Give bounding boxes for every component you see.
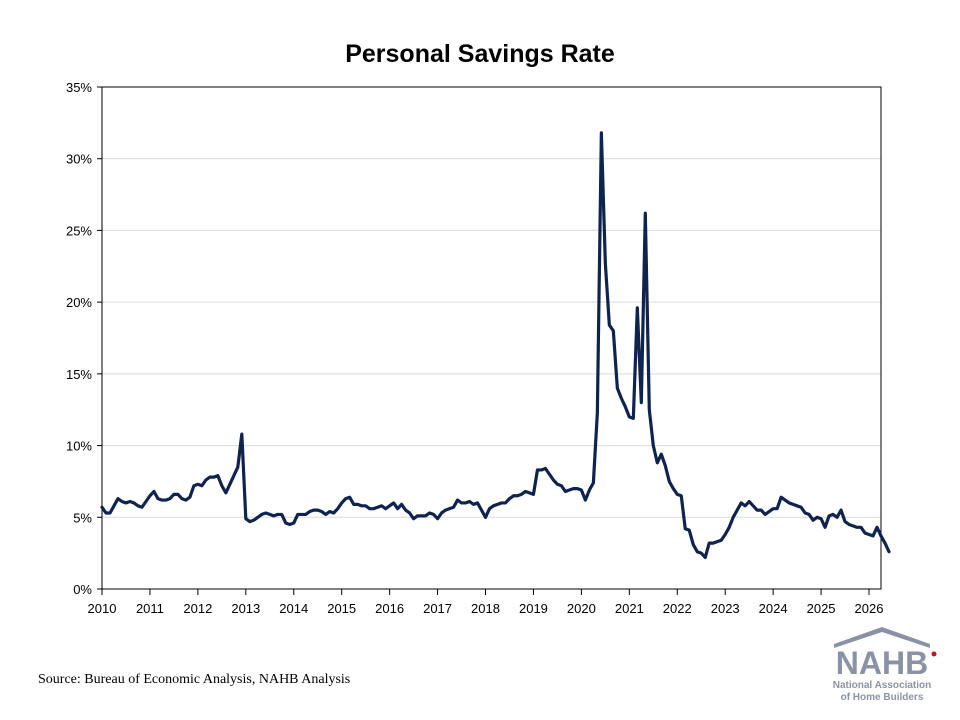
y-tick-label: 25% [66, 223, 92, 238]
x-tick-label: 2021 [615, 601, 644, 616]
savings-rate-line [100, 131, 891, 560]
y-tick-label: 30% [66, 152, 92, 167]
grid-lines [102, 158, 881, 518]
x-tick-label: 2020 [567, 601, 596, 616]
y-tick-label: 10% [66, 439, 92, 454]
x-tick-label: 2010 [88, 601, 117, 616]
y-axis-ticks: 0% 5% 10% 15% 20% 25% 30% 35% [66, 80, 102, 597]
x-tick-label: 2015 [327, 601, 356, 616]
y-tick-label: 35% [66, 80, 92, 95]
x-tick-label: 2014 [279, 601, 308, 616]
x-tick-label: 2016 [375, 601, 404, 616]
y-tick-label: 15% [66, 367, 92, 382]
x-tick-label: 2024 [759, 601, 788, 616]
y-tick-label: 20% [66, 295, 92, 310]
nahb-logo: NAHB National Association of Home Builde… [833, 627, 937, 703]
x-tick-label: 2022 [663, 601, 692, 616]
x-tick-label: 2025 [807, 601, 836, 616]
chart-title: Personal Savings Rate [345, 40, 615, 68]
x-tick-label: 2013 [231, 601, 260, 616]
logo-roof [834, 627, 930, 648]
y-tick-label: 0% [73, 582, 92, 597]
x-tick-label: 2019 [519, 601, 548, 616]
logo-line2: of Home Builders [841, 692, 924, 703]
x-tick-label: 2023 [711, 601, 740, 616]
y-tick-label: 5% [73, 510, 92, 525]
logo-line1: National Association [833, 680, 932, 691]
x-tick-label: 2018 [471, 601, 500, 616]
x-tick-label: 2012 [183, 601, 212, 616]
plot-area-frame [101, 86, 882, 590]
x-tick-label: 2017 [423, 601, 452, 616]
x-tick-label: 2011 [136, 601, 164, 616]
logo-brand: NAHB [836, 645, 928, 681]
x-axis-ticks: 2010 2011 2012 2013 2014 2015 2016 2017 2018 2019… [88, 589, 884, 616]
logo-registered-mark [931, 651, 937, 657]
x-tick-label: 2026 [855, 601, 884, 616]
source-note: Source: Bureau of Economic Analysis, NAH… [38, 672, 351, 687]
